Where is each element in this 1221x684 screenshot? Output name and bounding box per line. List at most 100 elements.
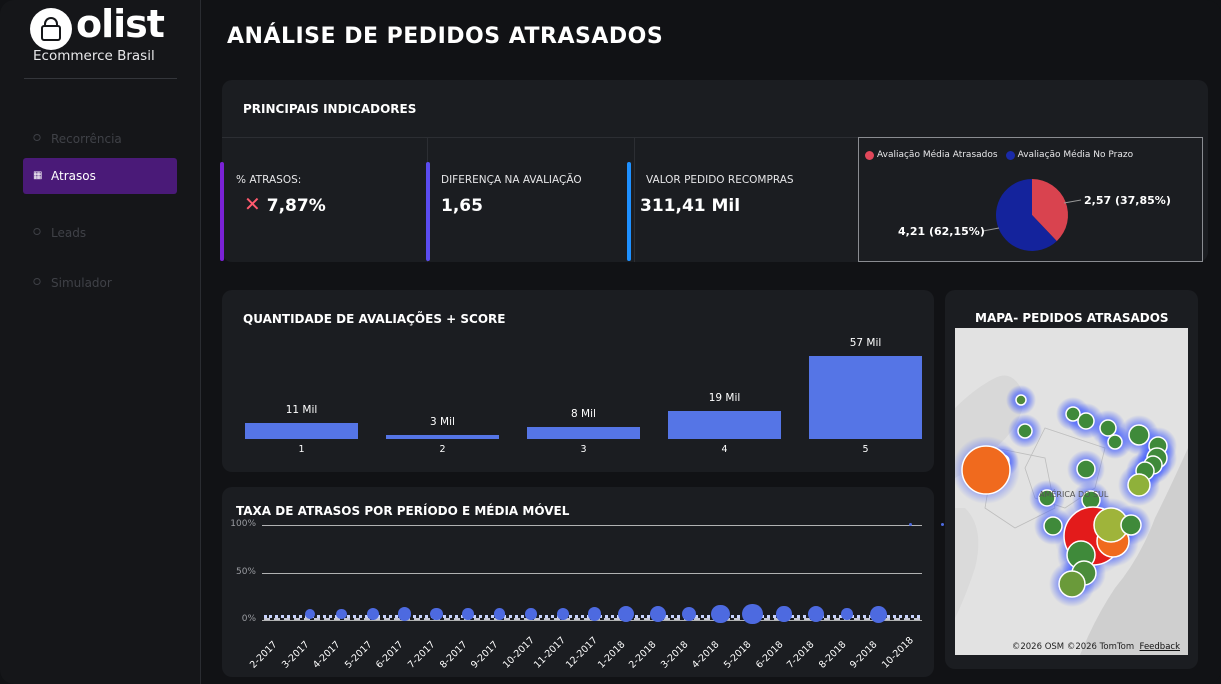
sidebar-item-atrasos[interactable]: ▦ Atrasos [23, 158, 177, 194]
share-icon: ⭘ [33, 227, 41, 238]
grid-icon: ▦ [33, 170, 43, 181]
divider [634, 138, 635, 262]
map-bubble[interactable] [1128, 424, 1150, 446]
data-point[interactable] [556, 607, 570, 621]
map-bubble[interactable] [1076, 459, 1096, 479]
sidebar: olist Ecommerce Brasil ⭘ Recorrência ▦ A… [0, 0, 201, 684]
x-tick-label: 7-2017 [406, 639, 438, 671]
map-bubble[interactable] [1077, 412, 1095, 430]
kpi-value: ✕ 7,87% [244, 192, 326, 216]
map-bubble[interactable] [1065, 406, 1081, 422]
sidebar-divider [24, 78, 177, 79]
map-bubble[interactable] [1099, 419, 1117, 437]
x-tick-label: 6-2017 [374, 639, 406, 671]
bar-category-label: 2 [439, 444, 446, 455]
y-tick-label: 100% [230, 519, 256, 529]
page-title: ANÁLISE DE PEDIDOS ATRASADOS [227, 24, 664, 49]
pie-leader-line [1063, 199, 1082, 204]
data-point[interactable] [649, 605, 666, 623]
data-point[interactable] [493, 608, 506, 620]
x-tick-label: 9-2018 [848, 639, 880, 671]
sidebar-item-simulador[interactable]: ⭘ Simulador [23, 265, 177, 301]
map-bubble[interactable] [1015, 394, 1027, 406]
map-feedback-link[interactable]: Feedback [1139, 642, 1180, 652]
data-point[interactable] [711, 604, 731, 624]
kpi-label: % ATRASOS: [236, 174, 302, 186]
data-point[interactable] [909, 523, 913, 526]
data-point[interactable] [304, 608, 316, 620]
map-svg [955, 328, 1188, 655]
map-bubble[interactable] [1120, 514, 1142, 536]
legend-swatch [865, 150, 874, 160]
map-canvas[interactable]: AMÉRICA DO SUL ©2026 OSM ©2026 TomTom Fe… [955, 328, 1188, 655]
map-bubble[interactable] [1043, 516, 1063, 536]
kpi-valor-recompras: VALOR PEDIDO RECOMPRAS 311,41 Mil [627, 138, 858, 262]
bar-score-1[interactable] [245, 422, 358, 439]
data-point[interactable] [776, 606, 792, 622]
pie-slice-atrasados[interactable] [1032, 179, 1068, 242]
line-chart-title: TAXA DE ATRASOS POR PERÍODO E MÉDIA MÓVE… [236, 504, 570, 518]
map-title: MAPA- PEDIDOS ATRASADOS [975, 311, 1169, 325]
kpi-accent [627, 162, 631, 261]
data-point[interactable] [841, 608, 853, 620]
map-bubble[interactable] [1058, 570, 1086, 598]
pie-label-no-prazo: 4,21 (62,15%) [898, 225, 985, 238]
x-tick-label: 10-2018 [880, 634, 916, 671]
sidebar-item-label: Leads [51, 226, 87, 240]
x-tick-label: 2-2017 [248, 639, 280, 671]
bar-score-5[interactable] [809, 356, 922, 439]
sidebar-item-label: Simulador [51, 276, 112, 290]
data-point[interactable] [525, 608, 537, 620]
data-point[interactable] [807, 605, 824, 623]
bar-category-label: 5 [862, 444, 869, 455]
brand-name: olist [76, 2, 165, 46]
x-tick-label: 4-2018 [690, 639, 722, 671]
sidebar-item-label: Atrasos [51, 169, 96, 183]
x-tick-label: 5-2018 [722, 639, 754, 671]
brand-subtitle: Ecommerce Brasil [33, 48, 155, 64]
bar-score-2[interactable] [386, 434, 499, 439]
data-point[interactable] [366, 607, 380, 621]
y-tick-label: 0% [241, 614, 256, 624]
map-card: MAPA- PEDIDOS ATRASADOS [945, 290, 1198, 669]
x-tick-label: 6-2018 [753, 639, 786, 671]
map-bubble[interactable] [961, 445, 1011, 495]
data-point[interactable] [430, 607, 443, 621]
map-bubble[interactable] [1038, 489, 1056, 507]
x-tick-label: 8-2018 [816, 639, 849, 671]
data-point[interactable] [587, 607, 602, 621]
bar-score-3[interactable] [527, 427, 640, 439]
y-tick-label: 50% [235, 566, 256, 577]
data-point[interactable] [336, 608, 347, 620]
pie-chart-visual[interactable]: Avaliação Média Atrasados Avaliação Médi… [858, 137, 1203, 262]
data-point[interactable] [398, 607, 412, 621]
legend-item-atrasados[interactable]: Avaliação Média Atrasados [865, 150, 998, 160]
pie-slice-no-prazo[interactable] [996, 179, 1057, 251]
data-point[interactable] [682, 606, 697, 622]
x-tick-label: 8-2017 [437, 639, 470, 671]
kpi-accent [426, 162, 430, 261]
pie-chart [982, 179, 1082, 251]
bar-category-label: 1 [298, 444, 305, 455]
kpi-diferenca-avaliacao: DIFERENÇA NA AVALIAÇÃO 1,65 [426, 138, 633, 262]
data-point[interactable] [617, 605, 635, 623]
kpi-atrasos: % ATRASOS: ✕ 7,87% [220, 138, 427, 262]
map-attribution: ©2026 OSM ©2026 TomTom Feedback [1011, 642, 1180, 652]
data-point[interactable] [941, 523, 944, 526]
data-point[interactable] [462, 608, 474, 620]
data-point[interactable] [742, 603, 763, 625]
legend-item-no-prazo[interactable]: Avaliação Média No Prazo [1005, 150, 1133, 160]
x-tick-label: 10-2017 [500, 634, 537, 671]
map-bubble[interactable] [1017, 423, 1033, 439]
map-bubble[interactable] [1107, 434, 1123, 450]
map-bubble[interactable] [1127, 473, 1151, 497]
data-point[interactable] [870, 605, 888, 623]
x-tick-label: 5-2017 [342, 639, 375, 671]
kpi-value: 311,41 Mil [640, 196, 741, 216]
x-tick-label: 2-2018 [627, 639, 659, 671]
bar-data-label: 8 Mil [571, 408, 596, 421]
sidebar-item-recorrencia[interactable]: ⭘ Recorrência [23, 121, 177, 157]
sidebar-item-leads[interactable]: ⭘ Leads [23, 215, 177, 251]
bar-score-4[interactable] [668, 411, 781, 439]
